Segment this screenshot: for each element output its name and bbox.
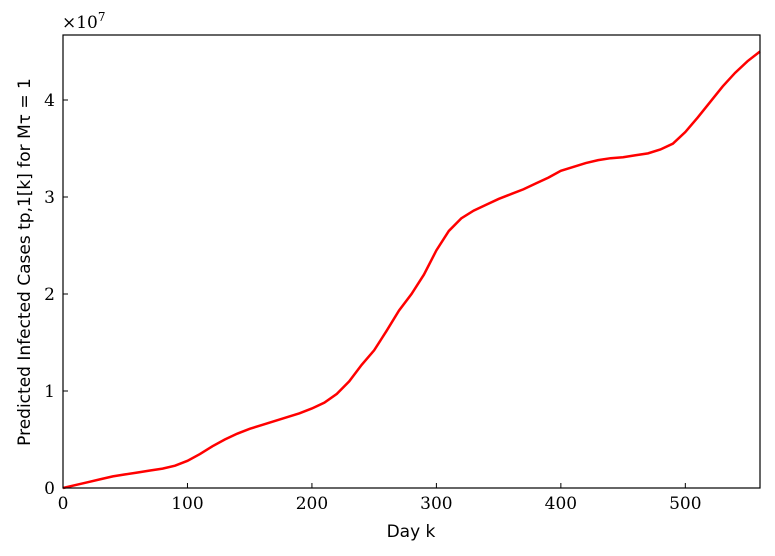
y-offset-label: ×107 — [62, 10, 106, 33]
plot-frame — [62, 34, 761, 489]
data-line — [62, 50, 761, 490]
y-tick-label: 1 — [44, 382, 55, 402]
offset-exponent: 7 — [98, 10, 106, 24]
x-tick-label: 100 — [171, 494, 203, 514]
y-tick-label: 4 — [44, 91, 55, 111]
y-tick-label: 3 — [44, 188, 55, 208]
x-tick-label: 500 — [669, 494, 701, 514]
x-tick-label: 400 — [545, 494, 577, 514]
x-axis-label: Day k — [387, 522, 436, 542]
offset-base: ×10 — [62, 13, 98, 33]
y-tick-label: 2 — [44, 285, 55, 305]
x-tick-label: 300 — [420, 494, 452, 514]
x-tick-label: 200 — [296, 494, 328, 514]
y-axis-label: Predicted Infected Cases tp,1[k] for Mτ … — [15, 78, 35, 446]
y-tick-label: 0 — [44, 479, 55, 499]
x-tick-label: 0 — [58, 494, 69, 514]
